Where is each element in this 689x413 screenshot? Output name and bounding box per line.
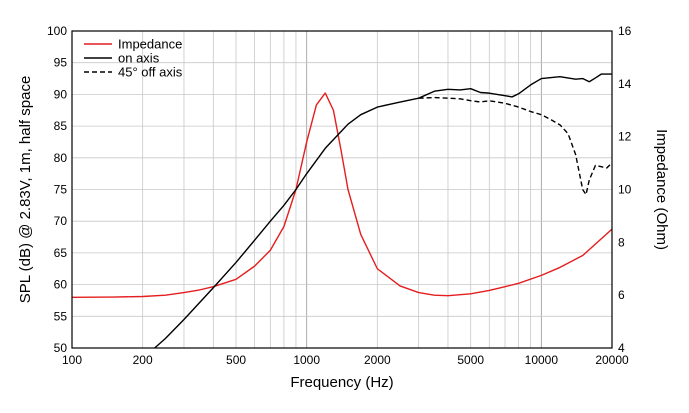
x-tick-label: 1000 (293, 353, 320, 367)
y-tick-label: 80 (54, 151, 68, 165)
y-tick-label: 100 (47, 24, 67, 38)
y2-axis-label: Impedance (Ohm) (653, 129, 670, 250)
x-tick-label: 500 (226, 353, 246, 367)
x-tick-label: 20000 (595, 353, 629, 367)
series-line-on-axis (154, 73, 612, 349)
y2-tick-label: 14 (618, 77, 632, 91)
tick-labels: 100 200 500 1000 2000 5000 10000 20000 50 55 60 65 7… (47, 24, 632, 367)
legend-label-impedance: Impedance (118, 37, 182, 52)
plot-frame (71, 30, 613, 349)
y2-tick-label: 12 (618, 130, 632, 144)
y-tick-label: 60 (54, 278, 68, 292)
y-tick-label: 55 (54, 309, 68, 323)
x-tick-label: 10000 (525, 353, 559, 367)
x-axis-label: Frequency (Hz) (290, 374, 393, 391)
y-tick-label: 70 (54, 214, 68, 228)
y-tick-label: 50 (54, 341, 68, 355)
y-tick-label: 95 (54, 56, 68, 70)
x-tick-label: 100 (62, 353, 82, 367)
y2-tick-label: 16 (618, 24, 632, 38)
series-line-impedance (71, 92, 613, 298)
y2-tick-label: 4 (618, 341, 625, 355)
x-tick-label: 5000 (457, 353, 484, 367)
legend: Impedance on axis 45° off axis (84, 37, 183, 80)
y-axis-label: SPL (dB) @ 2.83V, 1m, half space (17, 76, 34, 304)
legend-label-on-axis: on axis (118, 51, 160, 66)
series-group (71, 73, 613, 349)
y-tick-label: 65 (54, 246, 68, 260)
x-tick-label: 2000 (364, 353, 391, 367)
y-tick-label: 75 (54, 183, 68, 197)
legend-label-off-axis: 45° off axis (118, 65, 183, 80)
y-tick-label: 85 (54, 119, 68, 133)
y2-tick-label: 10 (618, 183, 632, 197)
y-tick-label: 90 (54, 87, 68, 101)
y2-tick-label: 6 (618, 288, 625, 302)
x-tick-label: 200 (133, 353, 153, 367)
series-line-off-axis (418, 96, 613, 196)
y2-tick-label: 8 (618, 235, 625, 249)
